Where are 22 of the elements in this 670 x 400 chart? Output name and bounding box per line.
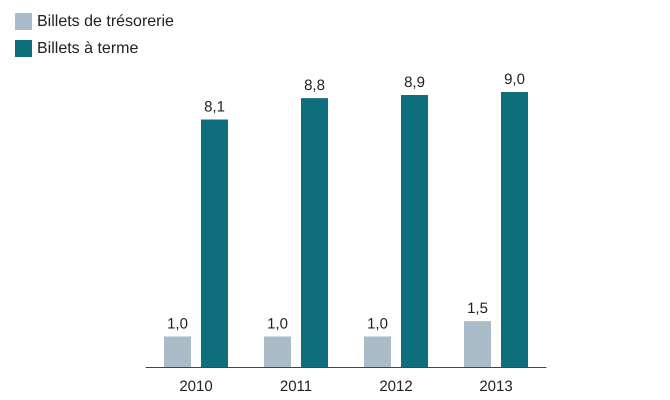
data-label: 1,0 xyxy=(167,315,188,332)
bar xyxy=(364,336,392,367)
bar xyxy=(400,95,428,367)
bar xyxy=(264,336,292,367)
legend-label: Billets à terme xyxy=(37,40,138,57)
x-tick-label: 2011 xyxy=(280,378,312,395)
bar xyxy=(200,120,228,367)
legend-label: Billets de trésorerie xyxy=(37,13,174,30)
x-tick-label: 2012 xyxy=(379,378,413,395)
data-label: 1,0 xyxy=(267,315,288,332)
bar xyxy=(300,98,328,367)
data-label: 8,1 xyxy=(204,98,225,116)
x-tick-label: 2013 xyxy=(479,378,513,395)
bar xyxy=(164,336,192,367)
bar xyxy=(464,321,492,367)
data-label: 8,9 xyxy=(404,74,425,92)
data-label: 1,5 xyxy=(467,300,488,318)
data-label: 1,0 xyxy=(367,315,388,332)
data-label: 8,8 xyxy=(304,77,325,94)
bar xyxy=(500,92,528,367)
x-tick-label: 2010 xyxy=(179,378,213,395)
data-label: 9,0 xyxy=(504,71,525,88)
